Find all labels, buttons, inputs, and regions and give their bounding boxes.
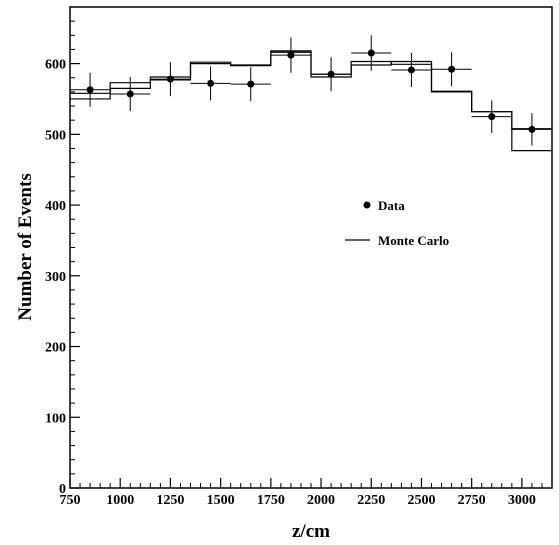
legend-data-label: Data xyxy=(378,198,405,213)
x-axis-title: z/cm xyxy=(292,521,330,542)
data-point xyxy=(166,75,174,83)
data-point xyxy=(367,49,375,57)
x-tick-label: 3000 xyxy=(508,493,536,508)
data-point xyxy=(327,70,335,78)
legend-mc-label: Monte Carlo xyxy=(378,233,449,248)
x-tick-label: 2750 xyxy=(458,493,486,508)
x-tick-label: 750 xyxy=(60,493,81,508)
data-point xyxy=(247,80,255,88)
y-tick-label: 300 xyxy=(45,270,66,285)
x-tick-label: 1000 xyxy=(106,493,134,508)
monte-carlo-histogram xyxy=(70,50,552,130)
data-point xyxy=(448,65,456,73)
x-tick-label: 2000 xyxy=(307,493,335,508)
legend-data-marker xyxy=(363,201,371,209)
x-tick-label: 1500 xyxy=(207,493,235,508)
y-tick-label: 100 xyxy=(45,411,66,426)
data-point xyxy=(126,90,134,98)
monte-carlo-layer xyxy=(70,50,552,152)
data-point xyxy=(488,113,496,121)
data-point xyxy=(407,66,415,74)
y-axis-title: Number of Events xyxy=(15,173,36,320)
x-tick-label: 1250 xyxy=(156,493,184,508)
y-tick-label: 600 xyxy=(45,58,66,73)
x-tick-label: 1750 xyxy=(257,493,285,508)
x-tick-label: 2500 xyxy=(407,493,435,508)
y-tick-label: 0 xyxy=(59,482,66,497)
data-point xyxy=(86,86,94,94)
y-tick-label: 500 xyxy=(45,128,66,143)
data-points-layer xyxy=(70,35,552,146)
x-tick-label: 2250 xyxy=(357,493,385,508)
plot-frame xyxy=(69,6,553,489)
legend: Data Monte Carlo xyxy=(345,198,449,248)
y-tick-label: 400 xyxy=(45,199,66,214)
y-tick-label: 200 xyxy=(45,341,66,356)
data-point xyxy=(287,51,295,59)
data-point xyxy=(528,125,536,133)
data-point xyxy=(207,79,215,87)
axis-ticks: 750 1000 1250 1500 1750 2000 2250 2500 2750 3000 0… xyxy=(45,20,543,508)
